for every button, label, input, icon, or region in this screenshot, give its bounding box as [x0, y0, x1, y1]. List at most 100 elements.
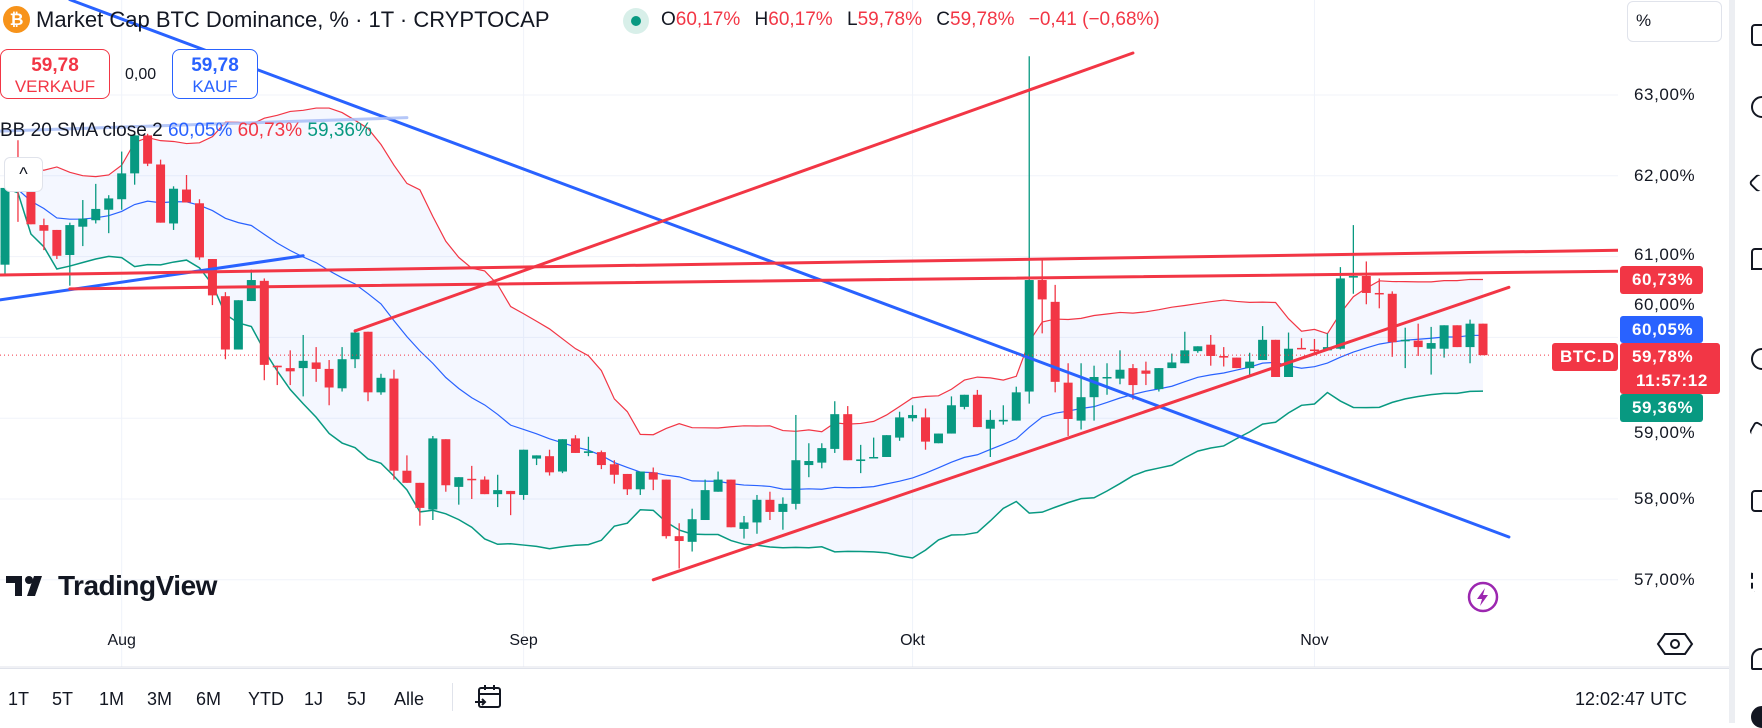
candle-body	[1206, 344, 1216, 356]
buy-button[interactable]: 59,78 KAUF	[172, 49, 258, 99]
range-button-1m[interactable]: 1M	[99, 689, 125, 709]
hotlist-target-icon[interactable]	[1751, 348, 1762, 370]
candle	[998, 405, 1008, 425]
range-button-5j[interactable]: 5J	[347, 689, 367, 709]
candle-body	[869, 456, 879, 459]
indicator-basis-value: 60,05%	[167, 120, 233, 141]
candle	[830, 401, 840, 453]
open-value: 60,17%	[675, 9, 741, 30]
candle	[959, 394, 969, 410]
candle-body	[350, 332, 360, 360]
price-scale-unit-button[interactable]: %	[1627, 1, 1722, 42]
candle	[441, 439, 451, 492]
dom-icon[interactable]	[1751, 570, 1762, 592]
price-tick-label: 60,00%	[1634, 295, 1696, 314]
range-button-alle[interactable]: Alle	[394, 689, 425, 709]
candle-body	[609, 464, 619, 475]
candle-body	[363, 331, 373, 393]
candle	[933, 433, 943, 444]
candle	[363, 331, 373, 402]
candle	[661, 479, 671, 539]
red-support-uptrend-line	[651, 285, 1511, 582]
range-button-ytd[interactable]: YTD	[248, 689, 284, 709]
last-price-value: 59,78%	[1632, 347, 1694, 366]
range-button-3m[interactable]: 3M	[147, 689, 173, 709]
symbol-title[interactable]: Market Cap BTC Dominance, % · 1T · CRYPT…	[36, 7, 550, 32]
candle	[726, 479, 736, 528]
candle-body	[454, 477, 464, 487]
tradingview-watermark[interactable]: TradingView	[6, 570, 217, 602]
indicator-legend[interactable]: BB 20 SMA close 2 60,05% 60,73% 59,36%	[0, 120, 372, 142]
user-avatar[interactable]	[1751, 706, 1762, 728]
candle-body	[402, 470, 412, 483]
candle-body	[1465, 323, 1475, 348]
candle	[1050, 284, 1060, 393]
buy-price: 59,78	[191, 55, 239, 76]
watchlist-icon[interactable]	[1751, 24, 1762, 46]
candle	[402, 455, 412, 483]
go-to-date-calendar-icon[interactable]	[474, 683, 504, 713]
candle	[622, 473, 632, 495]
candle	[545, 449, 555, 476]
range-button-5t[interactable]: 5T	[52, 689, 74, 709]
candle-body	[376, 377, 386, 393]
lightning-alert-icon[interactable]	[1466, 580, 1500, 614]
candle	[1361, 261, 1371, 305]
upper-band-price-label: 60,73%	[1620, 266, 1703, 294]
candle-body	[39, 225, 49, 231]
candle	[972, 389, 982, 428]
candle-body	[1374, 292, 1384, 295]
candle-body	[1258, 339, 1268, 361]
candle	[156, 159, 166, 223]
notifications-icon[interactable]	[1751, 648, 1762, 670]
calendar-icon[interactable]	[1751, 490, 1762, 512]
range-button-6m[interactable]: 6M	[196, 689, 222, 709]
clock-timezone[interactable]: 12:02:47 UTC	[1575, 689, 1688, 709]
candle-body	[739, 522, 749, 529]
candle-body	[1076, 397, 1086, 421]
candle-body	[1180, 350, 1190, 364]
candle-body	[985, 419, 995, 429]
candle	[220, 292, 230, 360]
data-window-icon[interactable]	[1748, 173, 1762, 193]
candle	[713, 471, 723, 492]
high-value: 60,17%	[768, 9, 833, 30]
candle-body	[1478, 323, 1488, 356]
range-button-1j[interactable]: 1J	[304, 689, 324, 709]
candle-body	[1193, 346, 1203, 352]
range-button-1t[interactable]: 1T	[8, 689, 30, 709]
candle-body	[726, 479, 736, 528]
collapse-legend-button[interactable]: ^	[4, 157, 43, 192]
candle	[765, 491, 775, 521]
light-blue-line	[0, 116, 409, 133]
candle	[1115, 350, 1125, 385]
candle	[65, 222, 75, 286]
sell-button[interactable]: 59,78 VERKAUF	[0, 49, 110, 99]
chart-settings-icon[interactable]	[1656, 631, 1694, 657]
candle	[882, 435, 892, 457]
alert-clock-icon[interactable]	[1751, 96, 1762, 118]
candle-body	[765, 499, 775, 512]
candle	[817, 443, 827, 469]
price-tick-label: 63,00%	[1634, 85, 1696, 104]
candle	[91, 183, 101, 224]
candle-body	[843, 414, 853, 461]
market-status-icon[interactable]	[623, 8, 649, 34]
candle	[1128, 364, 1138, 400]
bitcoin-logo-icon: ₿	[3, 6, 30, 33]
candle-body	[1063, 382, 1073, 420]
candle-body	[441, 439, 451, 486]
candle	[1478, 323, 1488, 356]
ideas-icon[interactable]	[1748, 420, 1762, 440]
candle	[26, 191, 36, 225]
candle	[143, 133, 153, 167]
red-resistance-line-upper	[0, 248, 1618, 277]
candle	[1439, 325, 1449, 358]
tradingview-wordmark: TradingView	[58, 570, 217, 601]
chat-icon[interactable]	[1751, 248, 1762, 270]
candle-body	[1439, 325, 1449, 349]
candle-body	[998, 419, 1008, 422]
candle-body	[1400, 339, 1410, 342]
indicator-name: BB 20 SMA close 2	[0, 120, 163, 141]
